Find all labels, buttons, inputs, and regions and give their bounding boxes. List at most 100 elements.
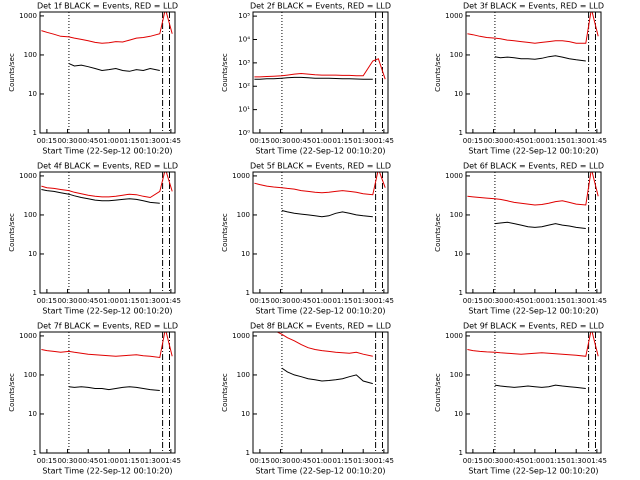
x-tick-label: 00:15 [250, 297, 270, 305]
y-tick-label: 1000 [19, 12, 37, 20]
panel-title: Det 6f BLACK = Events, RED = LLD [463, 162, 604, 171]
panel: Det 3f BLACK = Events, RED = LLD Counts/s… [434, 2, 607, 156]
x-tick-label: 01:30 [353, 457, 373, 465]
x-tick-label: 01:00 [99, 457, 119, 465]
y-tick-label: 10¹ [238, 106, 250, 114]
series-line [41, 332, 173, 359]
x-tick-label: 00:45 [291, 457, 311, 465]
y-axis-label: Counts/sec [434, 373, 442, 412]
y-axis-label: Counts/sec [8, 373, 16, 412]
y-axis-label: Counts/sec [221, 53, 229, 92]
y-tick-label: 10 [241, 250, 250, 258]
panel-title: Det 4f BLACK = Events, RED = LLD [37, 162, 178, 171]
series-line [467, 172, 599, 206]
x-tick-label: 01:00 [525, 137, 545, 145]
x-tick-label: 00:45 [504, 297, 524, 305]
x-tick-label: 00:15 [37, 137, 57, 145]
x-tick-label: 00:15 [37, 297, 57, 305]
y-axis-label: Counts/sec [8, 53, 16, 92]
panel-title: Det 2f BLACK = Events, RED = LLD [250, 2, 391, 11]
panel-title: Det 7f BLACK = Events, RED = LLD [37, 322, 178, 331]
x-tick-label: 01:30 [140, 297, 160, 305]
x-tick-label: 00:15 [37, 457, 57, 465]
x-tick-label: 00:45 [78, 297, 98, 305]
plot-frame [39, 11, 176, 134]
y-tick-label: 1 [33, 129, 37, 137]
x-tick-label: 01:00 [525, 297, 545, 305]
x-tick-label: 01:15 [332, 457, 352, 465]
panel-title: Det 3f BLACK = Events, RED = LLD [463, 2, 604, 11]
y-tick-label: 1 [459, 129, 463, 137]
y-axis-label: Counts/sec [8, 213, 16, 252]
x-tick-label: 01:45 [374, 297, 394, 305]
x-tick-label: 00:30 [270, 137, 290, 145]
x-tick-label: 01:15 [119, 137, 139, 145]
x-tick-label: 00:45 [504, 137, 524, 145]
y-tick-label: 10⁵ [238, 12, 250, 20]
x-tick-label: 00:45 [78, 137, 98, 145]
series-line [494, 221, 586, 229]
plot-frame [252, 11, 389, 134]
y-tick-label: 100 [450, 211, 463, 219]
panel: Det 1f BLACK = Events, RED = LLD Counts/s… [8, 2, 181, 156]
series-line [254, 58, 386, 80]
y-tick-label: 100 [450, 371, 463, 379]
x-axis-label: Start Time (22-Sep-12 00:10:20) [468, 467, 598, 476]
y-tick-label: 10² [238, 82, 250, 90]
y-tick-label: 1000 [445, 172, 463, 180]
x-tick-label: 01:15 [545, 137, 565, 145]
x-tick-label: 01:15 [545, 457, 565, 465]
x-tick-label: 00:15 [250, 137, 270, 145]
panel: Det 6f BLACK = Events, RED = LLD Counts/s… [434, 162, 607, 316]
panel-title: Det 9f BLACK = Events, RED = LLD [463, 322, 604, 331]
series-line [254, 76, 373, 80]
x-tick-label: 00:30 [483, 137, 503, 145]
y-tick-label: 10 [28, 410, 37, 418]
y-tick-label: 1 [246, 289, 250, 297]
panel: Det 4f BLACK = Events, RED = LLD Counts/s… [8, 162, 181, 316]
x-tick-label: 01:45 [587, 297, 607, 305]
x-axis-label: Start Time (22-Sep-12 00:10:20) [42, 147, 172, 156]
x-tick-label: 00:45 [78, 457, 98, 465]
x-tick-label: 01:15 [119, 457, 139, 465]
x-tick-label: 01:45 [161, 137, 181, 145]
plot-frame [39, 171, 176, 294]
panel: Det 8f BLACK = Events, RED = LLD Counts/s… [221, 322, 394, 476]
y-tick-label: 1000 [445, 12, 463, 20]
y-tick-label: 10 [241, 410, 250, 418]
y-tick-label: 100 [24, 211, 37, 219]
x-tick-label: 00:15 [463, 297, 483, 305]
x-tick-label: 00:45 [291, 137, 311, 145]
x-tick-label: 00:45 [504, 457, 524, 465]
plot-frame [252, 331, 389, 454]
x-tick-label: 01:15 [545, 297, 565, 305]
x-tick-label: 01:00 [312, 297, 332, 305]
series-line [281, 210, 373, 218]
x-tick-label: 00:30 [270, 457, 290, 465]
x-tick-label: 00:15 [250, 457, 270, 465]
plot-frame [252, 171, 389, 294]
y-tick-label: 1 [33, 449, 37, 457]
y-tick-label: 1000 [19, 332, 37, 340]
plot-frame [465, 11, 602, 134]
x-tick-label: 01:30 [353, 297, 373, 305]
x-axis-label: Start Time (22-Sep-12 00:10:20) [42, 467, 172, 476]
x-tick-label: 01:00 [525, 457, 545, 465]
x-tick-label: 01:00 [99, 297, 119, 305]
x-tick-label: 01:30 [566, 457, 586, 465]
y-tick-label: 10 [28, 250, 37, 258]
panel: Det 2f BLACK = Events, RED = LLD Counts/s… [221, 2, 394, 156]
y-tick-label: 10⁴ [238, 35, 250, 43]
panel: Det 5f BLACK = Events, RED = LLD Counts/s… [221, 162, 394, 316]
x-tick-label: 00:30 [57, 457, 77, 465]
x-tick-label: 00:15 [463, 457, 483, 465]
x-tick-label: 00:30 [57, 137, 77, 145]
y-tick-label: 1 [33, 289, 37, 297]
x-tick-label: 01:15 [332, 297, 352, 305]
y-tick-label: 100 [450, 51, 463, 59]
y-tick-label: 1000 [232, 172, 250, 180]
x-tick-label: 00:30 [270, 297, 290, 305]
x-axis-label: Start Time (22-Sep-12 00:10:20) [468, 307, 598, 316]
series-line [467, 12, 599, 44]
